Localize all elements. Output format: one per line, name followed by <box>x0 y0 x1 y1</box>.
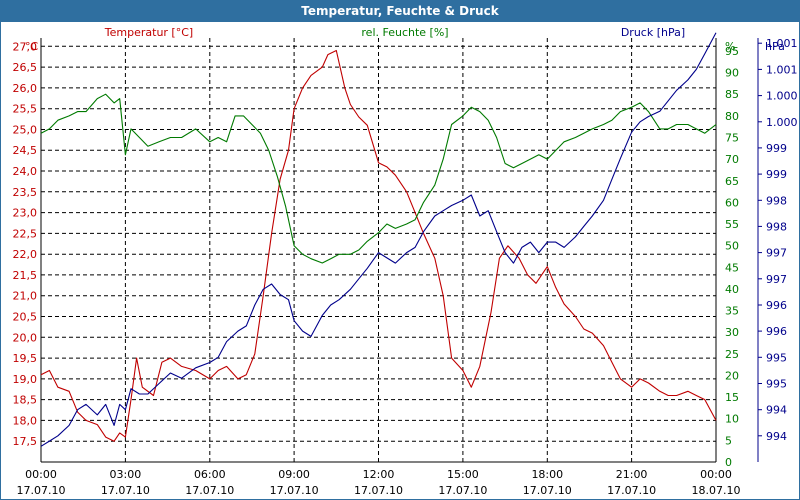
x-date-label: 17.07.10 <box>17 484 66 497</box>
pressure-tick-label: 999 <box>766 142 787 155</box>
temperature-tick-label: 22,0 <box>13 248 38 261</box>
x-date-label: 18.07.10 <box>692 484 741 497</box>
humidity-tick-label: 70 <box>725 153 739 166</box>
humidity-tick-label: 0 <box>725 456 732 469</box>
pressure-tick-label: 1.000 <box>766 116 798 129</box>
humidity-tick-label: 65 <box>725 175 739 188</box>
x-date-label: 17.07.10 <box>438 484 487 497</box>
x-time-label: 09:00 <box>278 468 310 481</box>
x-date-label: 17.07.10 <box>185 484 234 497</box>
humidity-tick-label: 5 <box>725 434 732 447</box>
x-time-label: 18:00 <box>531 468 563 481</box>
x-date-label: 17.07.10 <box>523 484 572 497</box>
pressure-tick-label: 1.001 <box>766 37 798 50</box>
x-date-label: 17.07.10 <box>607 484 656 497</box>
x-time-label: 15:00 <box>447 468 479 481</box>
window-title: Temperatur, Feuchte & Druck <box>0 0 800 22</box>
temperature-tick-label: 17,5 <box>13 435 38 448</box>
x-time-label: 12:00 <box>363 468 395 481</box>
x-date-label: 17.07.10 <box>270 484 319 497</box>
x-time-label: 03:00 <box>110 468 142 481</box>
pressure-legend: Druck [hPa] <box>621 26 685 39</box>
pressure-tick-label: 995 <box>766 351 787 364</box>
humidity-legend: rel. Feuchte [%] <box>361 26 448 39</box>
pressure-tick-label: 998 <box>766 194 787 207</box>
x-time-label: 00:00 <box>25 468 57 481</box>
pressure-tick-label: 997 <box>766 247 787 260</box>
pressure-unit-label: hPa <box>765 40 785 53</box>
temperature-tick-label: 18,5 <box>13 394 38 407</box>
pressure-tick-label: 996 <box>766 299 787 312</box>
chart-frame: 17,5 18,0 18,5 19,0 19,5 20,0 20,5 21,0 21,5 22,0… <box>0 22 800 500</box>
humidity-tick-label: 25 <box>725 348 739 361</box>
temperature-tick-label: 22,5 <box>13 227 38 240</box>
temperature-tick-label: 23,5 <box>13 186 38 199</box>
humidity-tick-label: 85 <box>725 88 739 101</box>
humidity-unit-label: % <box>725 40 735 53</box>
humidity-tick-label: 75 <box>725 132 739 145</box>
temperature-tick-label: 27,0 <box>13 40 38 53</box>
temperature-tick-label: 26,5 <box>13 61 38 74</box>
humidity-tick-label: 35 <box>725 305 739 318</box>
humidity-tick-label: 90 <box>725 67 739 80</box>
temperature-tick-label: 25,0 <box>13 124 38 137</box>
humidity-tick-label: 40 <box>725 283 739 296</box>
pressure-tick-label: 997 <box>766 273 787 286</box>
temperature-tick-label: 18,0 <box>13 414 38 427</box>
humidity-tick-label: 15 <box>725 391 739 404</box>
temperature-unit-label: °C <box>25 40 39 53</box>
humidity-tick-label: 30 <box>725 326 739 339</box>
temperature-tick-label: 24,5 <box>13 144 38 157</box>
pressure-tick-label: 998 <box>766 220 787 233</box>
temperature-tick-label: 19,0 <box>13 373 38 386</box>
temperature-tick-label: 20,5 <box>13 311 38 324</box>
x-date-label: 17.07.10 <box>101 484 150 497</box>
humidity-tick-label: 50 <box>725 240 739 253</box>
humidity-line <box>40 93 717 264</box>
pressure-tick-label: 1.000 <box>766 90 798 103</box>
humidity-tick-label: 55 <box>725 218 739 231</box>
temperature-tick-label: 19,5 <box>13 352 38 365</box>
humidity-tick-label: 95 <box>725 45 739 58</box>
temperature-tick-label: 21,5 <box>13 269 38 282</box>
temperature-line <box>40 49 717 442</box>
humidity-tick-label: 80 <box>725 110 739 123</box>
temperature-tick-label: 26,0 <box>13 82 38 95</box>
humidity-tick-label: 10 <box>725 413 739 426</box>
temperature-tick-label: 23,0 <box>13 207 38 220</box>
temperature-tick-label: 21,0 <box>13 290 38 303</box>
humidity-tick-label: 20 <box>725 370 739 383</box>
x-time-label: 00:00 <box>700 468 732 481</box>
humidity-tick-label: 60 <box>725 196 739 209</box>
pressure-tick-label: 999 <box>766 168 787 181</box>
pressure-tick-label: 994 <box>766 404 787 417</box>
x-time-label: 21:00 <box>616 468 648 481</box>
pressure-tick-label: 994 <box>766 430 787 443</box>
temperature-tick-label: 25,5 <box>13 103 38 116</box>
x-time-label: 06:00 <box>194 468 226 481</box>
temperature-tick-label: 20,0 <box>13 331 38 344</box>
pressure-line <box>40 32 717 447</box>
temperature-tick-label: 24,0 <box>13 165 38 178</box>
humidity-tick-label: 45 <box>725 261 739 274</box>
pressure-tick-label: 1.001 <box>766 63 798 76</box>
chart: 17,5 18,0 18,5 19,0 19,5 20,0 20,5 21,0 21,5 22,0… <box>13 26 798 497</box>
pressure-tick-label: 996 <box>766 325 787 338</box>
temperature-legend: Temperatur [°C] <box>104 26 193 39</box>
x-date-label: 17.07.10 <box>354 484 403 497</box>
pressure-tick-label: 995 <box>766 378 787 391</box>
